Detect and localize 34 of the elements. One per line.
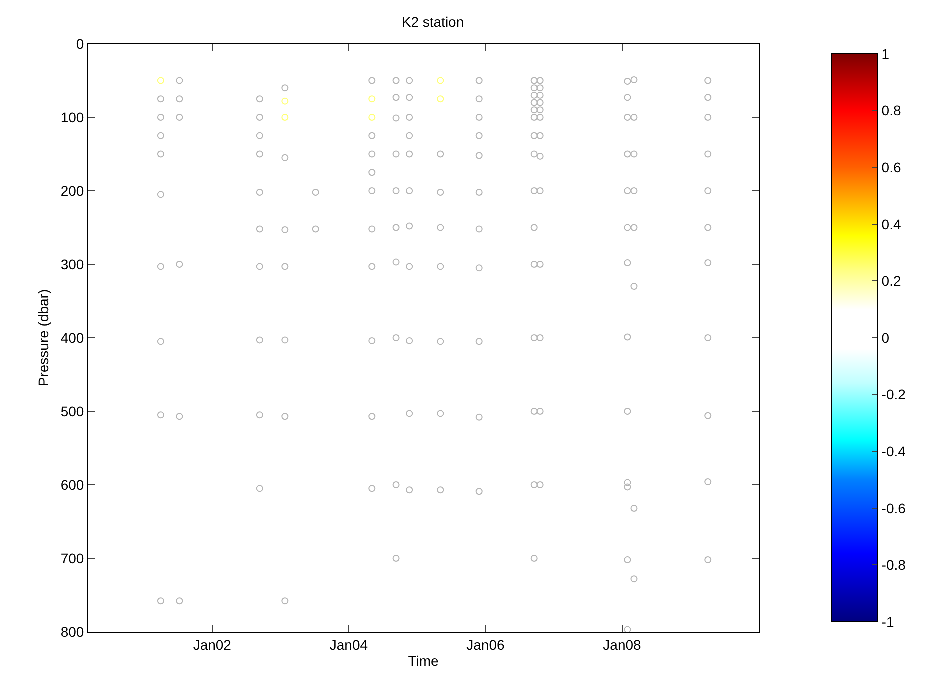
color-bar-label: 0.4 — [882, 216, 902, 232]
chart-title: K2 station — [402, 14, 464, 30]
y-tick-label: 800 — [60, 624, 84, 640]
y-tick-label: 100 — [60, 109, 84, 126]
y-tick-label: 600 — [60, 476, 84, 493]
y-tick-label: 500 — [60, 403, 84, 420]
x-tick-label: Jan06 — [466, 636, 505, 653]
color-bar-label: 0.8 — [882, 102, 902, 119]
point — [437, 77, 444, 84]
color-bar-label: -0.6 — [882, 500, 906, 516]
point — [437, 96, 444, 103]
color-bar-label: -0.2 — [882, 386, 906, 403]
color-bar-label: 0.6 — [882, 160, 902, 176]
x-tick-label: Jan02 — [193, 636, 232, 653]
y-tick-label: 700 — [60, 550, 84, 566]
y-tick-label: 400 — [60, 330, 84, 346]
point — [368, 96, 376, 103]
y-tick-label: 300 — [60, 256, 84, 272]
x-tick-label: Jan08 — [603, 636, 642, 653]
point — [368, 114, 376, 121]
x-axis-title: Time — [408, 653, 440, 670]
color-bar-label: 0 — [882, 330, 890, 346]
color-bar-label: -1 — [882, 614, 894, 630]
x-tick-label: Jan04 — [330, 636, 368, 653]
color-bar-label: -0.8 — [882, 557, 906, 574]
y-tick-label: 0 — [76, 36, 84, 52]
point — [157, 77, 164, 84]
y-tick-label: 200 — [60, 182, 84, 199]
point — [282, 98, 289, 105]
color-bar-label: 0.2 — [882, 273, 902, 290]
point — [282, 114, 289, 121]
y-axis-title: Pressure (dbar) — [35, 289, 52, 387]
color-bar-label: -0.4 — [882, 444, 906, 460]
color-bar-label: 1 — [882, 46, 890, 62]
